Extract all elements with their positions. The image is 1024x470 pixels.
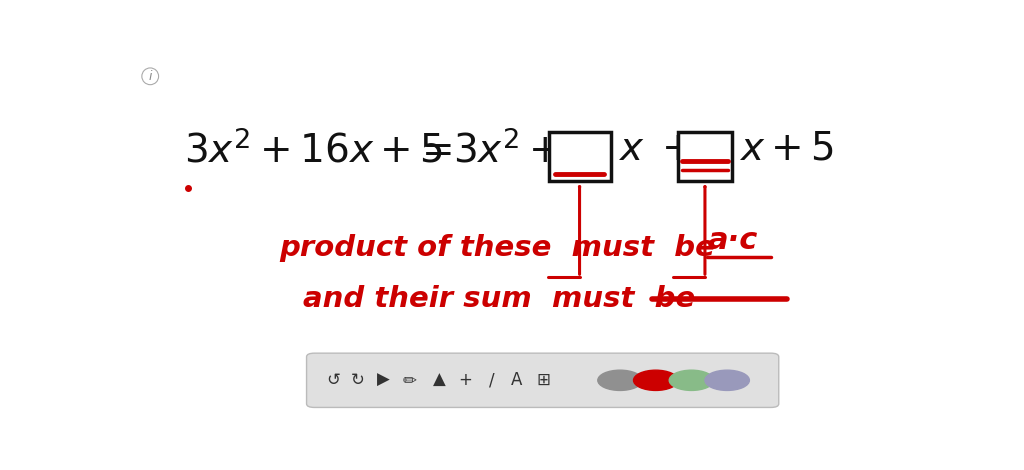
- Text: ✏: ✏: [402, 371, 417, 389]
- Text: ▲: ▲: [433, 371, 445, 389]
- Text: +: +: [459, 371, 472, 389]
- Bar: [678, 133, 732, 181]
- Text: A: A: [511, 371, 522, 389]
- Text: ▶: ▶: [377, 371, 390, 389]
- Text: ⊞: ⊞: [537, 371, 550, 389]
- Text: ↻: ↻: [351, 371, 366, 389]
- Text: and their sum  must  be: and their sum must be: [303, 285, 695, 313]
- Text: $x + 5$: $x + 5$: [739, 133, 835, 168]
- Text: $=$: $=$: [414, 133, 452, 168]
- Text: a·c: a·c: [708, 227, 758, 256]
- Circle shape: [670, 370, 714, 391]
- Text: $3x^2 +$: $3x^2 +$: [454, 131, 559, 170]
- Circle shape: [634, 370, 678, 391]
- Text: i: i: [148, 70, 152, 83]
- Text: ↺: ↺: [326, 371, 340, 389]
- Bar: [549, 133, 610, 181]
- Text: $x$  $+$: $x$ $+$: [618, 133, 692, 168]
- Text: product of these  must  be: product of these must be: [279, 234, 715, 262]
- Circle shape: [705, 370, 750, 391]
- Circle shape: [598, 370, 642, 391]
- Text: $3x^2 + 16x + 5$: $3x^2 + 16x + 5$: [183, 131, 442, 170]
- Text: /: /: [488, 371, 495, 389]
- FancyBboxPatch shape: [306, 353, 778, 407]
